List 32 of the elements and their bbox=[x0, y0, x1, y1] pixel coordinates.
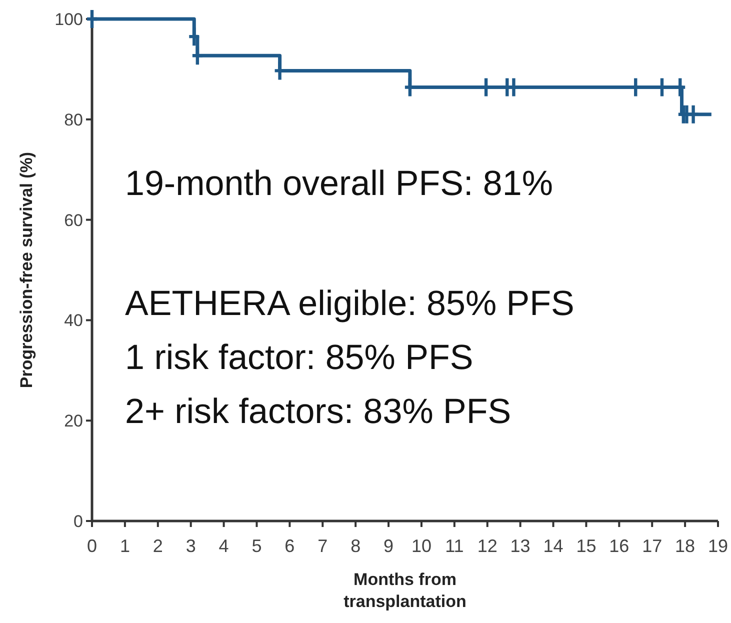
x-tick-label: 6 bbox=[284, 536, 295, 556]
x-tick-label: 12 bbox=[477, 536, 498, 556]
y-tick-label: 60 bbox=[64, 210, 83, 230]
y-tick-label: 0 bbox=[74, 512, 83, 531]
x-tick-label: 4 bbox=[218, 536, 229, 556]
x-tick-label: 18 bbox=[675, 536, 696, 556]
annotation: 19-month overall PFS: 81% bbox=[125, 164, 553, 203]
x-tick-label: 19 bbox=[708, 536, 728, 556]
x-tick-label: 8 bbox=[350, 536, 361, 556]
x-tick-label: 17 bbox=[642, 536, 662, 556]
x-tick-label: 7 bbox=[318, 536, 328, 556]
x-axis-title: Months from transplantation bbox=[344, 570, 466, 611]
x-tick-label: 0 bbox=[86, 536, 98, 556]
y-tick-label: 80 bbox=[64, 110, 83, 130]
x-tick-label: 2 bbox=[152, 536, 163, 556]
y-tick-label: 100 bbox=[54, 10, 83, 29]
y-tick-label: 20 bbox=[64, 412, 83, 431]
x-tick-label: 15 bbox=[576, 536, 596, 556]
annotation: 1 risk factor: 85% PFS bbox=[125, 338, 474, 377]
x-tick-label: 5 bbox=[252, 536, 262, 556]
x-tick-label: 9 bbox=[384, 536, 394, 556]
annotation: AETHERA eligible: 85% PFS bbox=[125, 284, 574, 323]
x-tick-label: 3 bbox=[186, 536, 196, 556]
y-axis-title: Progression-free survival (%) bbox=[17, 152, 36, 388]
x-tick-label: 13 bbox=[510, 536, 530, 556]
annotation: 2+ risk factors: 83% PFS bbox=[125, 392, 512, 431]
y-tick-label: 40 bbox=[64, 311, 83, 330]
x-tick-label: 1 bbox=[120, 536, 130, 556]
x-tick-label: 10 bbox=[411, 536, 432, 556]
x-tick-label: 14 bbox=[543, 536, 564, 556]
x-tick-label: 16 bbox=[609, 536, 630, 556]
x-tick-label: 11 bbox=[445, 536, 464, 556]
